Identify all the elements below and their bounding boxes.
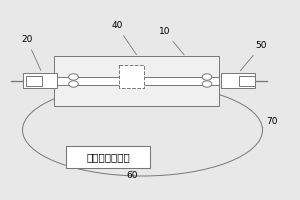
Bar (238, 76, 255, 86)
Bar (118, 65, 144, 88)
Circle shape (69, 74, 78, 80)
Circle shape (69, 81, 78, 87)
Text: 60: 60 (126, 170, 138, 180)
Bar (26, 76, 42, 86)
Text: 20: 20 (21, 36, 41, 70)
Bar (22, 73, 57, 88)
Bar (220, 73, 255, 88)
Bar (54, 77, 219, 85)
Text: 40: 40 (111, 21, 136, 55)
Text: 10: 10 (159, 27, 184, 55)
Text: 50: 50 (240, 42, 267, 71)
Circle shape (202, 74, 212, 80)
Bar (66, 146, 150, 168)
Text: 70: 70 (262, 117, 277, 128)
Text: 矢量网络分析仪: 矢量网络分析仪 (86, 152, 130, 162)
Circle shape (202, 81, 212, 87)
Bar (54, 56, 219, 106)
